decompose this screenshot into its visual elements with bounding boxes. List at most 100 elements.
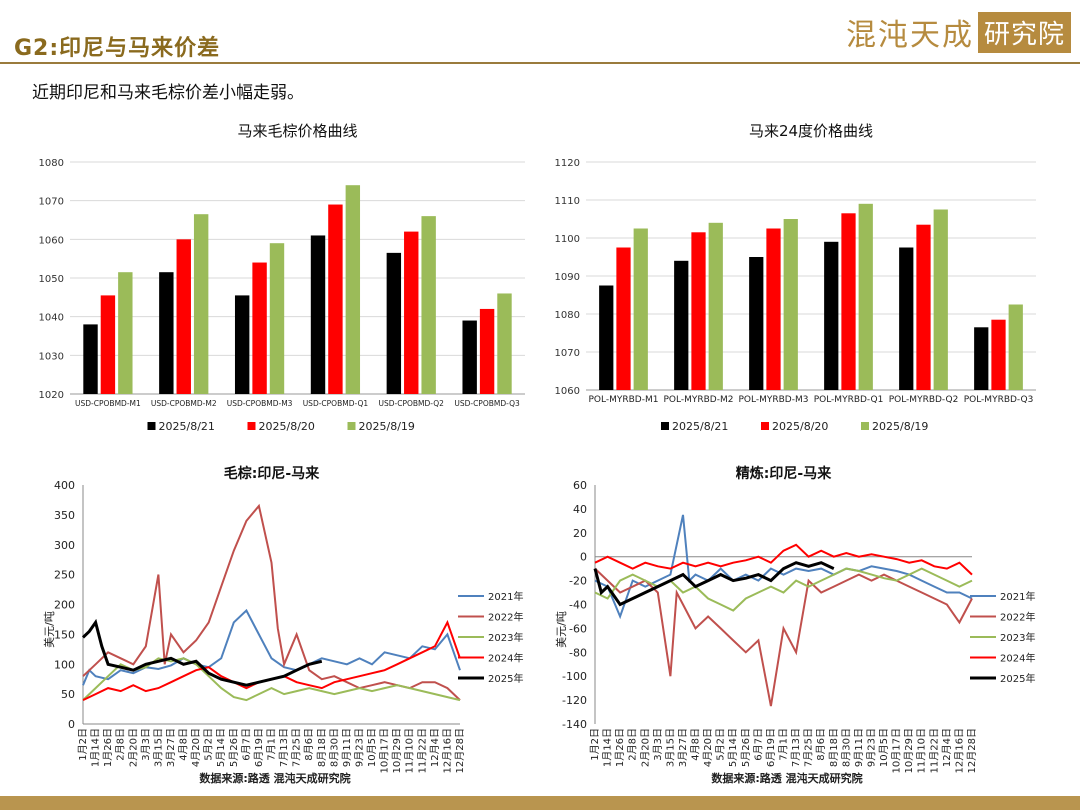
x-tick-label: 4月20日 [190, 728, 202, 767]
chart-title: 精炼:印尼-马来 [736, 465, 832, 482]
logo: 混沌天成 研究院 [846, 11, 1072, 53]
bar-2025/8/21 [749, 257, 764, 390]
x-tick-label: 3月15日 [152, 728, 164, 767]
y-tick-label: 40 [573, 503, 587, 516]
x-tick-label: 10月5日 [878, 728, 890, 767]
title-divider [0, 62, 1080, 64]
y-tick-label: 400 [54, 479, 75, 492]
source-note: 数据来源:路透 混沌天成研究院 [199, 771, 350, 785]
x-tick-label: 6月7日 [240, 728, 252, 761]
logo-text: 混沌天成 [846, 18, 974, 53]
x-tick-label: POL-MYRBD-M3 [739, 395, 809, 405]
x-tick-label: 11月10日 [916, 728, 928, 773]
legend-label: 2023年 [1000, 631, 1035, 644]
y-tick-label: 200 [54, 599, 75, 612]
series-line-2022年 [594, 567, 973, 707]
x-tick-label: 3月27日 [677, 728, 689, 767]
x-tick-label: 7月13日 [790, 728, 802, 767]
x-tick-label: 1月14日 [602, 728, 614, 767]
y-tick-label: 0 [580, 551, 587, 564]
bar-2025/8/19 [269, 243, 285, 394]
x-tick-label: 9月23日 [353, 728, 365, 767]
x-tick-label: USD-CPOBMD-M3 [227, 399, 293, 408]
y-tick-label: 1100 [555, 234, 580, 245]
y-tick-label: 350 [54, 509, 75, 522]
x-tick-label: 5月14日 [727, 728, 739, 767]
x-tick-label: 8月6日 [303, 728, 315, 761]
x-tick-label: 2月8日 [627, 728, 639, 761]
bar-2025/8/20 [616, 247, 631, 390]
series-line-2022年 [82, 503, 461, 701]
bar-2025/8/20 [252, 262, 267, 394]
x-tick-label: 1月14日 [90, 728, 102, 767]
x-tick-label: POL-MYRBD-Q1 [814, 395, 884, 405]
bar-2025/8/19 [1008, 304, 1023, 390]
y-tick-label: 1090 [555, 272, 580, 283]
y-axis-label: 美元/吨 [555, 611, 568, 648]
x-tick-label: 12月4日 [429, 728, 441, 767]
bar-2025/8/20 [328, 204, 343, 394]
bar-2025/8/19 [858, 203, 873, 390]
bar-2025/8/20 [404, 231, 419, 394]
legend-label: 2023年 [488, 631, 523, 644]
legend-swatch [761, 422, 769, 430]
bar-2025/8/21 [599, 285, 614, 390]
x-tick-label: 1月2日 [77, 728, 89, 761]
y-tick-label: 0 [68, 718, 75, 731]
series-line-2025年 [593, 561, 835, 607]
y-tick-label: 1040 [39, 313, 64, 324]
x-tick-label: 7月1日 [266, 728, 278, 761]
y-tick-label: 1110 [555, 196, 580, 207]
x-tick-label: 7月1日 [778, 728, 790, 761]
y-tick-label: 20 [573, 527, 587, 540]
x-tick-label: 2月20日 [127, 728, 139, 767]
series-line-2021年 [82, 608, 461, 686]
x-tick-label: 5月26日 [228, 728, 240, 767]
legend-label: 2025/8/20 [259, 420, 315, 433]
bar-2025/8/20 [100, 295, 116, 394]
footer-bar [0, 796, 1080, 810]
bar-2025/8/19 [421, 216, 436, 394]
y-tick-label: -120 [562, 694, 587, 707]
bar-2025/8/21 [159, 272, 174, 394]
chart-title: 毛棕:印尼-马来 [224, 465, 320, 482]
legend-label: 2025/8/21 [672, 420, 728, 433]
bar-2025/8/19 [345, 185, 361, 394]
x-tick-label: 2月20日 [639, 728, 651, 767]
chart-title: 马来毛棕价格曲线 [237, 122, 357, 140]
x-tick-label: POL-MYRBD-Q3 [964, 395, 1034, 405]
x-tick-label: 4月20日 [702, 728, 714, 767]
legend-label: 2021年 [1000, 590, 1035, 603]
y-tick-label: 100 [54, 658, 75, 671]
bar-2025/8/20 [479, 308, 495, 394]
bar-2025/8/19 [193, 214, 209, 394]
legend-label: 2025/8/19 [359, 420, 415, 433]
page-title: G2:印尼与马来价差 [14, 36, 221, 61]
x-tick-label: 7月13日 [278, 728, 290, 767]
legend-label: 2025/8/20 [772, 420, 828, 433]
x-tick-label: 1月2日 [589, 728, 601, 761]
x-tick-label: 3月3日 [652, 728, 664, 761]
x-tick-label: 8月18日 [316, 728, 328, 767]
x-tick-label: 10月29日 [903, 728, 915, 773]
x-tick-label: 8月30日 [840, 728, 852, 767]
y-tick-label: 1030 [39, 351, 64, 362]
legend-label: 2024年 [488, 652, 523, 665]
x-tick-label: 12月4日 [941, 728, 953, 767]
x-tick-label: 10月17日 [891, 728, 903, 773]
logo-box-text: 研究院 [978, 11, 1072, 53]
x-tick-label: USD-CPOBMD-Q3 [454, 399, 520, 408]
y-tick-label: -80 [569, 646, 587, 659]
legend-label: 2021年 [488, 590, 523, 603]
bar-2025/8/20 [691, 232, 706, 390]
bar-2025/8/20 [991, 319, 1006, 390]
legend-label: 2025年 [488, 672, 523, 685]
bar-2025/8/19 [933, 209, 948, 390]
x-tick-label: 8月18日 [828, 728, 840, 767]
y-tick-label: -20 [569, 575, 587, 588]
x-tick-label: 5月2日 [203, 728, 215, 761]
x-tick-label: 11月22日 [928, 728, 940, 773]
y-tick-label: 1120 [555, 158, 580, 169]
bar-2025/8/21 [234, 295, 250, 394]
